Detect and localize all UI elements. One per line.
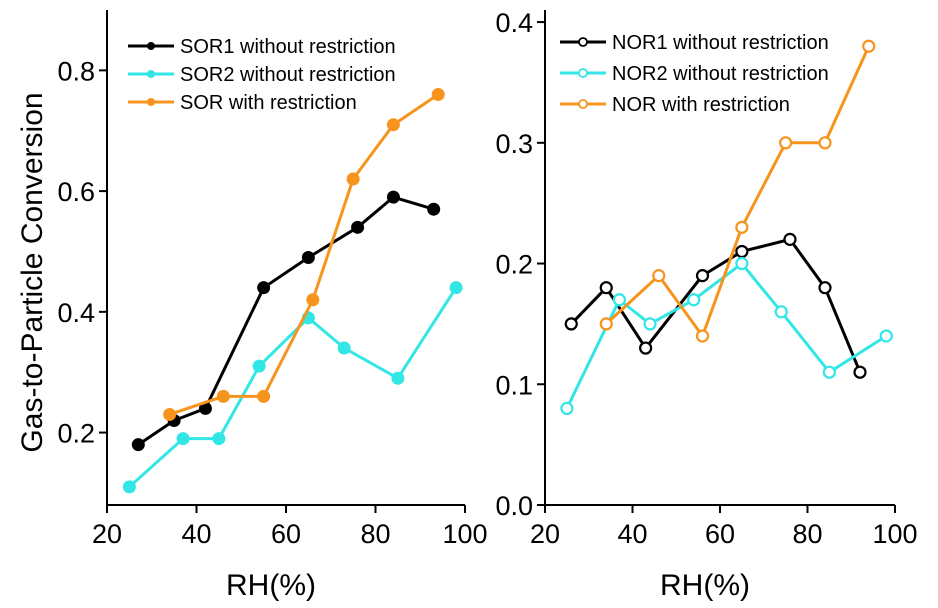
x-tick-label: 20 xyxy=(92,519,122,549)
legend-swatch-marker xyxy=(578,37,588,47)
data-point xyxy=(774,305,788,319)
series-line xyxy=(137,195,435,446)
x-tick-label: 80 xyxy=(792,519,822,549)
data-point xyxy=(735,220,749,234)
data-point xyxy=(346,172,360,186)
data-point xyxy=(427,202,441,216)
data-point xyxy=(386,118,400,132)
data-point xyxy=(122,480,136,494)
legend-swatch-marker xyxy=(578,99,588,109)
x-tick-label: 80 xyxy=(360,519,390,549)
series-sor-with-restriction xyxy=(163,88,445,421)
series-nor1-without-restriction xyxy=(564,232,867,379)
data-point xyxy=(612,293,626,307)
series-nor2-without-restriction xyxy=(560,256,893,416)
legend-swatch-marker xyxy=(578,68,588,78)
y-tick-label: 0.1 xyxy=(495,370,533,400)
y-tick-label: 0.0 xyxy=(495,491,533,521)
data-point xyxy=(599,317,613,331)
data-point xyxy=(853,365,867,379)
data-point xyxy=(818,281,832,295)
data-point xyxy=(639,341,653,355)
x-tick-label: 20 xyxy=(530,519,560,549)
data-point xyxy=(252,359,266,373)
legend-label: NOR1 without restriction xyxy=(612,32,829,54)
left-panel-sor: 20 40 60 80 100 0.2 0.4 0.6 0.8 RH(%) Gas-to-Parti… xyxy=(16,10,488,602)
data-point xyxy=(599,281,613,295)
data-point xyxy=(783,232,797,246)
legend-label: NOR2 without restriction xyxy=(612,63,829,85)
data-point xyxy=(431,88,445,102)
series-sor2-without-restriction xyxy=(122,281,463,494)
y-tick-label: 0.4 xyxy=(495,8,533,38)
y-tick-label: 0.2 xyxy=(495,250,533,280)
data-point xyxy=(337,341,351,355)
data-point xyxy=(449,281,463,295)
y-tick-label: 0.3 xyxy=(495,129,533,159)
data-point xyxy=(257,389,271,403)
y-tick-label: 0.4 xyxy=(57,298,95,328)
x-tick-label: 40 xyxy=(181,519,211,549)
legend-label: SOR2 without restriction xyxy=(180,64,396,86)
x-tick-label: 60 xyxy=(705,519,735,549)
series-line xyxy=(570,237,862,373)
series-sor1-without-restriction xyxy=(131,190,441,452)
data-point xyxy=(386,190,400,204)
data-point xyxy=(391,371,405,385)
data-point xyxy=(695,269,710,283)
data-point xyxy=(216,389,230,403)
data-point xyxy=(652,269,666,283)
x-axis-title: RH(%) xyxy=(226,569,316,602)
data-point xyxy=(212,432,226,446)
legend-label: NOR with restriction xyxy=(612,94,790,116)
data-point xyxy=(564,317,578,331)
legend-label: SOR1 without restriction xyxy=(180,36,396,58)
y-axis-title: Gas-to-Particle Conversion xyxy=(16,92,49,452)
data-point xyxy=(131,438,145,452)
y-tick-label: 0.6 xyxy=(57,177,95,207)
data-point xyxy=(257,281,271,295)
data-point xyxy=(301,251,315,264)
right-panel-nor: 20 40 60 80 100 0.0 0.1 0.2 0.3 0.4 RH(%) NOR1 with… xyxy=(495,8,917,602)
x-tick-label: 100 xyxy=(442,519,487,549)
series-line xyxy=(565,262,888,410)
x-tick-label: 100 xyxy=(872,519,917,549)
data-point xyxy=(818,136,832,150)
data-point xyxy=(176,432,190,446)
legend-swatch-marker xyxy=(147,98,155,106)
legend-label: SOR with restriction xyxy=(180,92,357,114)
data-point xyxy=(695,329,710,343)
x-tick-label: 40 xyxy=(617,519,647,549)
y-tick-label: 0.8 xyxy=(57,56,95,86)
x-tick-label: 60 xyxy=(271,519,301,549)
series-nor-with-restriction xyxy=(599,39,876,343)
data-point xyxy=(560,401,574,416)
data-point xyxy=(643,317,657,331)
data-point xyxy=(306,293,320,307)
data-point xyxy=(862,39,876,53)
series-line xyxy=(128,286,458,489)
data-point xyxy=(351,220,365,234)
data-point xyxy=(822,365,836,379)
x-axis-title: RH(%) xyxy=(660,569,750,602)
data-point xyxy=(879,329,893,343)
y-tick-label: 0.2 xyxy=(57,419,95,449)
data-point xyxy=(779,136,793,150)
legend-swatch-marker xyxy=(147,70,155,78)
data-point xyxy=(163,407,177,421)
data-point xyxy=(687,293,701,307)
legend-swatch-marker xyxy=(147,42,155,50)
data-point xyxy=(198,401,212,415)
data-point xyxy=(735,244,749,259)
data-point xyxy=(735,256,749,271)
